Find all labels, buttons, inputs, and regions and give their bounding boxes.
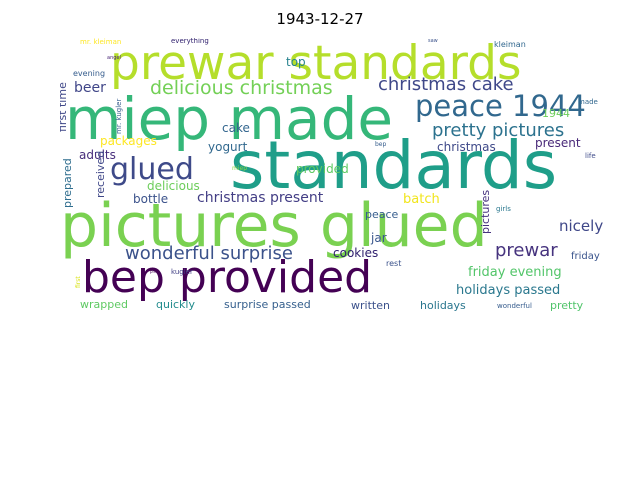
word-first: first: [75, 276, 82, 288]
word-kugler: kugler: [171, 268, 193, 276]
word-prepared: prepared: [61, 158, 74, 208]
word-glued: glued: [110, 152, 194, 187]
word-mr-kugler: mr. kugler: [115, 98, 123, 134]
word-bep-provided: bep provided: [82, 252, 373, 303]
word-pretty-pictures: pretty pictures: [432, 120, 565, 141]
word-cloud: pictures glued standards miep made bep p…: [60, 38, 610, 318]
word-yogurt: yogurt: [208, 140, 248, 154]
word-wonderful-surprise: wonderful surprise: [125, 243, 293, 264]
word-top: top: [286, 55, 306, 69]
word-provided: provided: [296, 162, 349, 176]
word-pictures-glued: pictures glued: [60, 191, 488, 261]
word-life: life: [585, 152, 596, 160]
word-surprise-passed: surprise passed: [224, 298, 311, 311]
word-received: received: [94, 150, 107, 198]
word-pink: pink: [150, 269, 159, 274]
word-made: made: [578, 98, 598, 106]
word-pictures: pictures: [479, 189, 492, 234]
word-evening: evening: [73, 69, 106, 78]
word-nicely: nicely: [559, 217, 604, 235]
word-cookies: cookies: [333, 246, 379, 260]
word-bottle: bottle: [133, 192, 169, 206]
word-holidays-passed: holidays passed: [456, 283, 561, 298]
word-cake: cake: [222, 121, 250, 135]
word-girls: girls: [496, 205, 511, 213]
word-miep: miep: [232, 165, 248, 172]
word-holidays: holidays: [420, 299, 466, 312]
word-bep: bep: [375, 141, 387, 148]
word-friday: friday: [571, 251, 600, 262]
word-saw: saw: [428, 38, 438, 44]
word-delicious-christmas: delicious christmas: [150, 77, 333, 99]
word-christmas-cake: christmas cake: [378, 74, 514, 95]
word-prewar: prewar: [495, 240, 558, 261]
chart-title: 1943-12-27: [276, 10, 364, 28]
word-mr-kleiman: mr. kleiman: [80, 38, 122, 46]
word-1944: 1944: [542, 107, 570, 120]
word-first-time: first time: [60, 82, 69, 132]
word-miep-made: miep made: [65, 85, 394, 153]
word-christmas: christmas: [437, 140, 496, 154]
word-adults: adults: [79, 148, 116, 162]
word-christmas-present: christmas present: [197, 190, 324, 206]
word-peace-1944: peace 1944: [415, 89, 586, 123]
word-rest: rest: [386, 259, 402, 268]
word-wonderful: wonderful: [497, 302, 532, 310]
word-written: written: [351, 299, 390, 312]
word-beer: beer: [74, 80, 106, 96]
word-delicious: delicious: [147, 179, 200, 193]
word-angel: angel: [107, 55, 121, 61]
word-batch: batch: [403, 192, 440, 207]
word-present: present: [535, 136, 581, 150]
word-prewar-standards: prewar standards: [110, 38, 522, 91]
word-pretty: pretty: [550, 299, 584, 312]
word-peace: peace: [365, 208, 399, 221]
word-packages: packages: [100, 134, 157, 148]
word-jar: jar: [371, 231, 387, 245]
word-quickly: quickly: [156, 298, 195, 311]
word-everything: everything: [171, 38, 209, 45]
word-standards: standards: [230, 127, 558, 204]
word-kleiman: kleiman: [494, 40, 526, 49]
word-wrapped: wrapped: [80, 298, 128, 311]
word-friday-evening: friday evening: [468, 265, 562, 280]
